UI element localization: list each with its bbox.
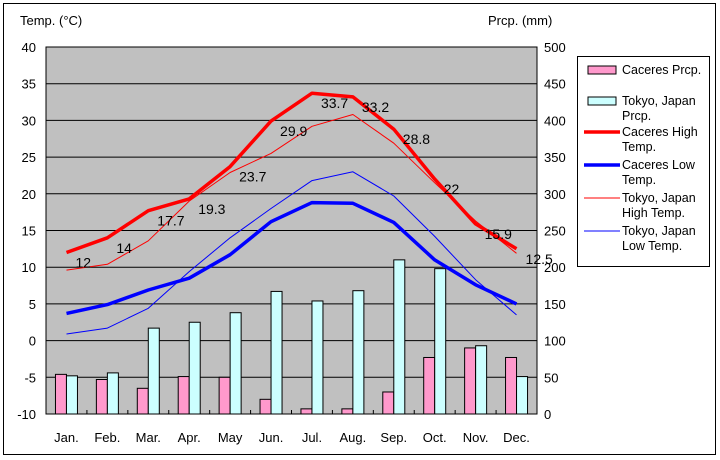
data-label: 33.7 bbox=[321, 95, 348, 111]
right-axis-title: Prcp. (mm) bbox=[488, 13, 552, 28]
right-tick-label: 450 bbox=[544, 77, 566, 92]
tokyo-japan-low-temp-line bbox=[66, 171, 517, 335]
bar-caceres-prcp bbox=[300, 408, 313, 415]
data-label: 14 bbox=[116, 240, 132, 256]
bar-tokyo-prcp bbox=[352, 290, 365, 415]
right-tick-label: 350 bbox=[544, 150, 566, 165]
data-label: 33.2 bbox=[362, 99, 389, 115]
legend-label: Caceres High Temp. bbox=[622, 125, 698, 154]
bar-tokyo-prcp bbox=[475, 345, 488, 415]
bar-caceres-prcp bbox=[54, 373, 67, 415]
x-tick-label: Aug. bbox=[340, 430, 367, 445]
bar-caceres-prcp bbox=[464, 347, 477, 415]
x-tick-label: Apr. bbox=[178, 430, 201, 445]
legend-swatch bbox=[584, 230, 620, 232]
bar-caceres-prcp bbox=[341, 408, 354, 415]
bar-caceres-prcp bbox=[259, 398, 272, 415]
right-tick-label: 250 bbox=[544, 224, 566, 239]
x-tick-label: Dec. bbox=[503, 430, 530, 445]
data-label: 23.7 bbox=[239, 169, 266, 185]
left-tick-label: 25 bbox=[22, 150, 36, 165]
left-tick-label: 0 bbox=[29, 334, 36, 349]
x-tick-label: Jul. bbox=[302, 430, 322, 445]
left-tick-label: 30 bbox=[22, 113, 36, 128]
legend-swatch bbox=[587, 65, 617, 75]
data-label: 19.3 bbox=[198, 201, 225, 217]
left-tick-label: -10 bbox=[17, 407, 36, 422]
bar-tokyo-prcp bbox=[106, 372, 119, 415]
left-tick-label: 5 bbox=[29, 297, 36, 312]
legend-label: Tokyo, Japan High Temp. bbox=[622, 191, 696, 220]
legend-label: Caceres Low Temp. bbox=[622, 158, 695, 187]
left-axis-title: Temp. (°C) bbox=[20, 13, 82, 28]
data-label: 29.9 bbox=[280, 123, 307, 139]
left-tick-label: -5 bbox=[24, 370, 36, 385]
x-tick-label: Sep. bbox=[380, 430, 407, 445]
bar-caceres-prcp bbox=[505, 356, 518, 415]
bar-tokyo-prcp bbox=[393, 259, 406, 415]
right-tick-label: 400 bbox=[544, 113, 566, 128]
bar-tokyo-prcp bbox=[516, 376, 529, 415]
legend-label: Tokyo, Japan Prcp. bbox=[622, 94, 696, 123]
legend-swatch bbox=[584, 163, 620, 167]
bar-caceres-prcp bbox=[136, 387, 149, 415]
right-tick-label: 200 bbox=[544, 260, 566, 275]
x-tick-label: Nov. bbox=[463, 430, 489, 445]
left-tick-label: 35 bbox=[22, 77, 36, 92]
x-tick-label: Mar. bbox=[136, 430, 161, 445]
x-tick-label: Jun. bbox=[259, 430, 284, 445]
bar-tokyo-prcp bbox=[188, 321, 201, 415]
bar-tokyo-prcp bbox=[434, 268, 447, 415]
data-label: 28.8 bbox=[403, 131, 430, 147]
legend-label: Caceres Prcp. bbox=[622, 63, 702, 77]
right-tick-label: 500 bbox=[544, 40, 566, 55]
legend: Caceres Prcp. Tokyo, Japan Prcp. Caceres H… bbox=[577, 56, 710, 267]
right-tick-label: 50 bbox=[544, 370, 558, 385]
bar-caceres-prcp bbox=[423, 356, 436, 415]
x-tick-label: Feb. bbox=[94, 430, 120, 445]
right-tick-label: 300 bbox=[544, 187, 566, 202]
data-label: 12.5 bbox=[526, 251, 553, 267]
data-label: 12 bbox=[75, 255, 91, 271]
bar-tokyo-prcp bbox=[147, 327, 160, 415]
right-tick-label: 150 bbox=[544, 297, 566, 312]
legend-swatch bbox=[587, 96, 617, 106]
left-tick-label: 40 bbox=[22, 40, 36, 55]
left-tick-label: 20 bbox=[22, 187, 36, 202]
x-tick-label: Jan. bbox=[54, 430, 79, 445]
right-tick-label: 100 bbox=[544, 334, 566, 349]
data-label: 15.9 bbox=[485, 226, 512, 242]
bar-caceres-prcp bbox=[382, 391, 395, 415]
left-tick-label: 15 bbox=[22, 224, 36, 239]
x-tick-label: May bbox=[218, 430, 243, 445]
bar-tokyo-prcp bbox=[65, 375, 78, 415]
bar-caceres-prcp bbox=[218, 376, 231, 415]
bar-caceres-prcp bbox=[95, 379, 108, 415]
bar-tokyo-prcp bbox=[229, 312, 242, 415]
x-tick-label: Oct. bbox=[423, 430, 447, 445]
data-label: 22 bbox=[444, 181, 460, 197]
legend-label: Tokyo, Japan Low Temp. bbox=[622, 224, 696, 253]
legend-swatch bbox=[584, 197, 620, 199]
right-tick-label: 0 bbox=[544, 407, 551, 422]
data-label: 17.7 bbox=[157, 213, 184, 229]
bar-tokyo-prcp bbox=[270, 290, 283, 415]
bar-caceres-prcp bbox=[177, 376, 190, 415]
tokyo-japan-high-temp-line bbox=[66, 114, 517, 271]
legend-swatch bbox=[584, 130, 620, 134]
caceres-high-temp-line bbox=[65, 91, 518, 255]
caceres-low-temp-line bbox=[66, 200, 518, 316]
left-tick-label: 10 bbox=[22, 260, 36, 275]
bar-tokyo-prcp bbox=[311, 300, 324, 415]
